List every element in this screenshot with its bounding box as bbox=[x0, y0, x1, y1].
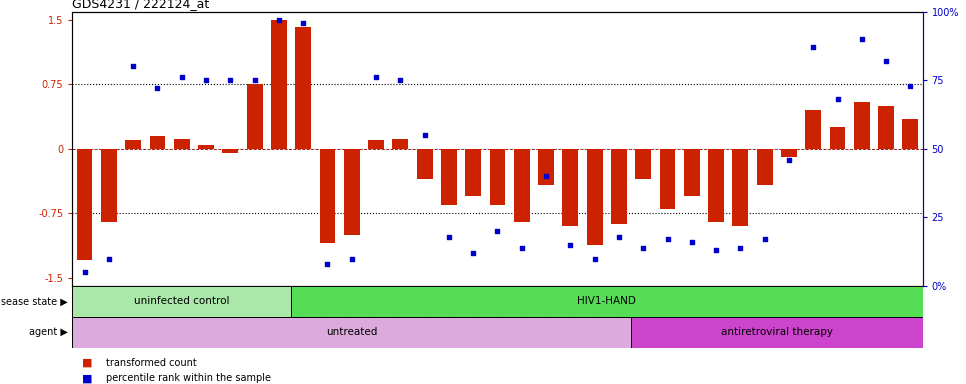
Point bbox=[830, 96, 845, 103]
Point bbox=[344, 256, 359, 262]
Text: percentile rank within the sample: percentile rank within the sample bbox=[106, 373, 271, 383]
Point bbox=[392, 77, 408, 83]
Text: untreated: untreated bbox=[327, 327, 378, 337]
Point bbox=[902, 83, 918, 89]
Bar bbox=[72, 286, 291, 317]
Point bbox=[466, 250, 481, 256]
Bar bbox=[631, 317, 923, 348]
Bar bbox=[830, 127, 845, 149]
Bar bbox=[198, 144, 213, 149]
Bar bbox=[806, 110, 821, 149]
Point bbox=[271, 17, 287, 23]
Bar bbox=[72, 317, 631, 348]
Point bbox=[708, 247, 724, 253]
Text: ■: ■ bbox=[82, 373, 96, 383]
Bar bbox=[490, 149, 505, 205]
Bar bbox=[466, 149, 481, 196]
Bar bbox=[174, 139, 189, 149]
Text: uninfected control: uninfected control bbox=[134, 296, 230, 306]
Bar bbox=[708, 149, 724, 222]
Bar bbox=[586, 149, 603, 245]
Point bbox=[174, 74, 189, 81]
Point bbox=[417, 132, 433, 138]
Bar bbox=[854, 102, 869, 149]
Point bbox=[757, 236, 773, 242]
Point bbox=[684, 239, 699, 245]
Bar bbox=[392, 139, 409, 149]
Point bbox=[636, 245, 651, 251]
Bar bbox=[101, 149, 117, 222]
Bar bbox=[514, 149, 529, 222]
Point bbox=[514, 245, 529, 251]
Point bbox=[441, 233, 457, 240]
Bar bbox=[660, 149, 675, 209]
Text: HIV1-HAND: HIV1-HAND bbox=[578, 296, 637, 306]
Bar bbox=[368, 140, 384, 149]
Bar bbox=[344, 149, 359, 235]
Point bbox=[878, 58, 894, 64]
Point bbox=[538, 173, 554, 179]
Bar bbox=[902, 119, 919, 149]
Point bbox=[247, 77, 263, 83]
Point bbox=[320, 261, 335, 267]
Bar bbox=[538, 149, 554, 185]
Point bbox=[126, 63, 141, 70]
Bar bbox=[291, 286, 923, 317]
Point bbox=[368, 74, 384, 81]
Bar bbox=[271, 20, 287, 149]
Bar bbox=[126, 140, 141, 149]
Bar bbox=[732, 149, 749, 226]
Bar bbox=[441, 149, 457, 205]
Bar bbox=[636, 149, 651, 179]
Text: antiretroviral therapy: antiretroviral therapy bbox=[721, 327, 833, 337]
Bar bbox=[296, 27, 311, 149]
Bar bbox=[320, 149, 335, 243]
Bar bbox=[562, 149, 579, 226]
Text: transformed count: transformed count bbox=[106, 358, 197, 368]
Bar bbox=[684, 149, 699, 196]
Point bbox=[296, 20, 311, 26]
Point bbox=[806, 44, 821, 50]
Point bbox=[611, 233, 627, 240]
Point bbox=[781, 157, 797, 163]
Point bbox=[660, 236, 675, 242]
Point bbox=[587, 256, 603, 262]
Bar bbox=[611, 149, 627, 224]
Point bbox=[732, 245, 748, 251]
Bar bbox=[878, 106, 894, 149]
Bar bbox=[246, 84, 263, 149]
Text: agent ▶: agent ▶ bbox=[29, 327, 68, 337]
Point bbox=[490, 228, 505, 234]
Bar bbox=[150, 136, 165, 149]
Text: ■: ■ bbox=[82, 358, 96, 368]
Text: disease state ▶: disease state ▶ bbox=[0, 296, 68, 306]
Point bbox=[150, 85, 165, 91]
Point bbox=[77, 269, 93, 275]
Bar bbox=[416, 149, 433, 179]
Point bbox=[562, 242, 578, 248]
Point bbox=[222, 77, 238, 83]
Point bbox=[854, 36, 869, 42]
Bar bbox=[76, 149, 93, 260]
Bar bbox=[222, 149, 239, 153]
Bar bbox=[781, 149, 797, 157]
Point bbox=[101, 256, 117, 262]
Bar bbox=[756, 149, 773, 185]
Text: GDS4231 / 222124_at: GDS4231 / 222124_at bbox=[72, 0, 210, 10]
Point bbox=[198, 77, 213, 83]
